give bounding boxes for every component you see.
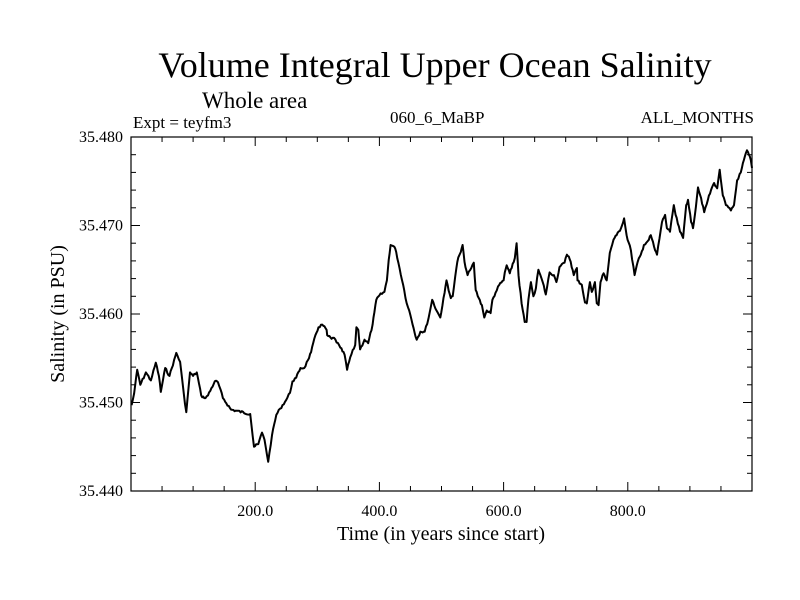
chart-title: Volume Integral Upper Ocean Salinity xyxy=(158,45,712,85)
run-label: 060_6_MaBP xyxy=(390,108,485,127)
chart-subtitle: Whole area xyxy=(202,88,308,113)
x-tick-label: 800.0 xyxy=(610,503,646,520)
x-axis-ticks xyxy=(161,137,722,491)
x-tick-label: 600.0 xyxy=(486,503,522,520)
y-tick-label: 35.450 xyxy=(79,395,123,412)
y-tick-label: 35.460 xyxy=(79,306,123,323)
x-tick-label: 200.0 xyxy=(237,503,273,520)
experiment-label: Expt = teyfm3 xyxy=(133,113,232,132)
x-axis-title: Time (in years since start) xyxy=(337,523,545,545)
y-axis-tick-labels: 35.440 35.450 35.460 35.470 35.480 xyxy=(79,129,123,500)
series-line-salinity xyxy=(130,149,753,463)
y-axis-ticks xyxy=(131,154,752,474)
months-label: ALL_MONTHS xyxy=(640,108,754,127)
y-axis-title: Salinity (in PSU) xyxy=(47,245,69,383)
y-tick-label: 35.440 xyxy=(79,483,123,500)
y-tick-label: 35.480 xyxy=(79,129,123,146)
x-axis-tick-labels: 200.0 400.0 600.0 800.0 xyxy=(237,503,646,520)
x-tick-label: 400.0 xyxy=(361,503,397,520)
y-tick-label: 35.470 xyxy=(79,218,123,235)
